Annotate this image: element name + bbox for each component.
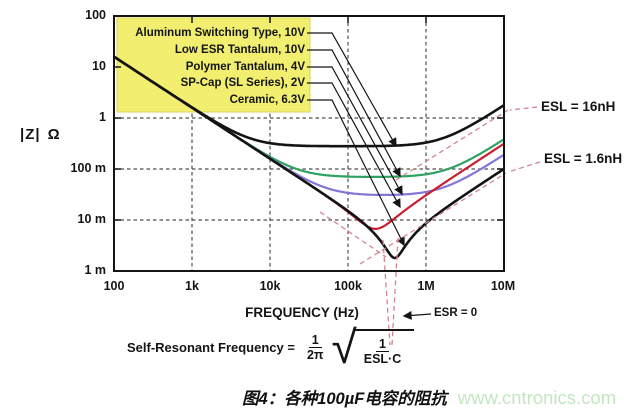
figure-caption: 图4：各种100µF电容的阻抗 www.cntronics.com xyxy=(242,385,616,409)
legend-item-sp-cap: SP-Cap (SL Series), 2V xyxy=(180,77,305,90)
square-root: √ 1 ESL·C xyxy=(331,321,415,373)
plot-frame xyxy=(113,15,505,272)
y-axis-title: |Z| Ω xyxy=(20,126,61,143)
fraction-denominator: 2π xyxy=(306,347,324,362)
legend-item-low-esr-tantalum: Low ESR Tantalum, 10V xyxy=(174,43,305,56)
x-tick-label: 100k xyxy=(334,279,362,293)
x-tick-label: 10k xyxy=(259,279,281,293)
fraction-numerator: 1 xyxy=(376,337,389,353)
legend-leader-arrows xyxy=(307,32,432,320)
x-axis-title: FREQUENCY (Hz) xyxy=(245,305,359,320)
y-tick-label: 1 xyxy=(99,110,106,124)
esl-16nh-label: ESL = 16nH xyxy=(541,99,616,114)
esl-1-6nh-label: ESL = 1.6nH xyxy=(544,151,623,166)
impedance-curves xyxy=(114,55,504,260)
fraction-numerator: 1 xyxy=(308,333,322,348)
one-over-two-pi-fraction: 1 2π xyxy=(304,333,327,363)
radical-sign: √ xyxy=(331,321,357,373)
self-resonant-frequency-formula: Self-Resonant Frequency = 1 2π √ 1 ESL·C xyxy=(127,321,415,373)
legend-background xyxy=(116,17,311,113)
impedance-symbol: |Z| xyxy=(20,126,41,143)
formula-lhs: Self-Resonant Frequency = xyxy=(127,339,295,355)
fraction-denominator: ESL·C xyxy=(363,352,402,367)
radicand: 1 ESL·C xyxy=(352,329,415,367)
y-tick-label: 10 xyxy=(92,59,106,73)
legend-item-aluminum: Aluminum Switching Type, 10V xyxy=(135,27,305,39)
y-tick-label: 1 m xyxy=(84,263,106,277)
esl-esr-construction-lines xyxy=(319,106,541,346)
esr-0-label: ESR = 0 xyxy=(434,307,478,319)
legend: Aluminum Switching Type, 10V Low ESR Tan… xyxy=(117,19,307,109)
legend-item-ceramic: Ceramic, 6.3V xyxy=(229,94,305,107)
legend-item-polymer-tantalum: Polymer Tantalum, 4V xyxy=(185,60,305,73)
y-tick-label: 10 m xyxy=(77,212,107,226)
y-tick-label: 100 m xyxy=(70,161,106,175)
x-tick-label: 1M xyxy=(417,279,435,293)
x-tick-label: 1k xyxy=(185,279,199,293)
watermark-text: www.cntronics.com xyxy=(457,387,617,408)
x-tick-label: 100 xyxy=(103,279,125,293)
curve-4 xyxy=(114,55,504,260)
caption-text: 图4：各种100µF电容的阻抗 xyxy=(242,390,447,408)
y-tick-label: 100 xyxy=(85,8,106,22)
x-tick-label: 10M xyxy=(490,279,516,293)
ohm-unit: Ω xyxy=(47,126,61,143)
